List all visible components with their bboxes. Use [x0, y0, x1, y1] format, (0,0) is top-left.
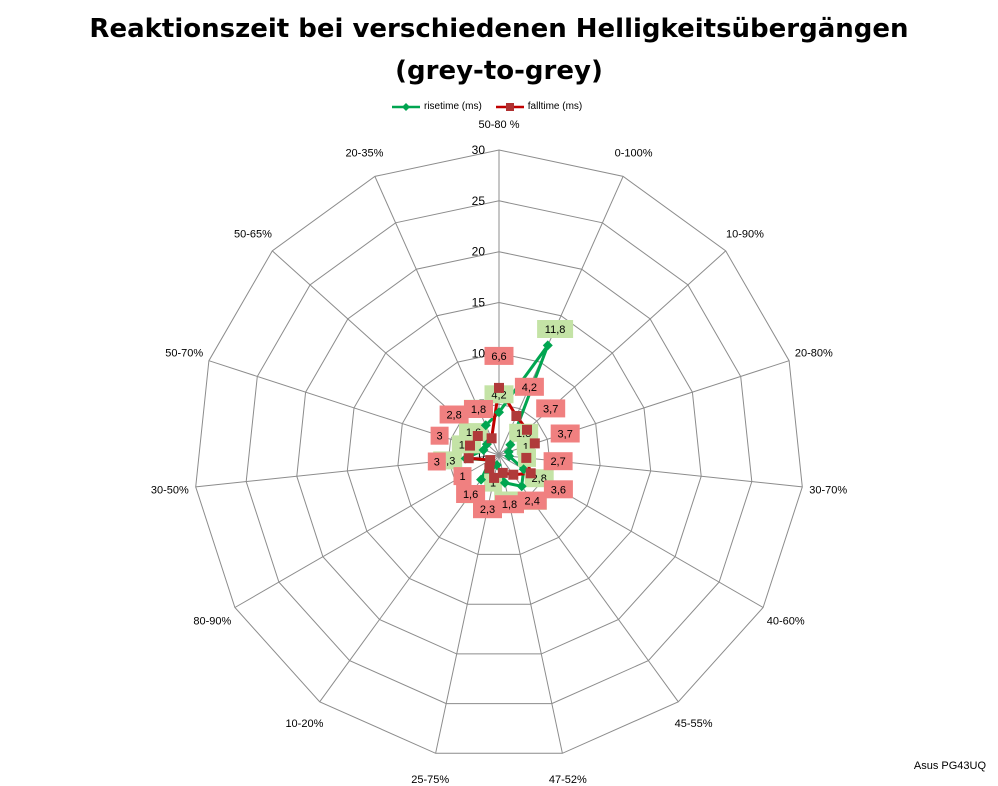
grid-ring-15 [346, 301, 652, 605]
data-label-bg-risetime-1 [537, 320, 574, 338]
data-label-bg-falltime-14 [464, 400, 493, 418]
data-label-falltime-8: 2,3 [480, 504, 495, 516]
data-label-falltime-14: 1,8 [471, 404, 486, 416]
category-label-14: 20-35% [345, 148, 383, 160]
spoke-2 [498, 250, 727, 456]
tick-label-10: 10 [472, 346, 486, 360]
grid-ring-25 [245, 200, 753, 705]
marker-falltime-12 [465, 440, 475, 451]
data-label-bg-falltime-9 [456, 485, 486, 503]
category-label-2: 10-90% [726, 229, 764, 241]
marker-falltime-7 [497, 467, 508, 478]
marker-risetime-1 [542, 340, 553, 351]
data-label-bg-risetime-0 [484, 385, 514, 404]
data-label-falltime-11: 3 [434, 457, 440, 469]
legend-swatch-falltime [495, 102, 524, 111]
marker-risetime-7 [499, 477, 510, 488]
marker-falltime-8 [489, 472, 500, 483]
data-label-falltime-0: 6,6 [491, 351, 506, 363]
category-label-12: 50-70% [165, 348, 203, 360]
spoke-12 [208, 360, 500, 456]
marker-falltime-10 [485, 455, 496, 466]
data-label-bg-falltime-10 [453, 467, 472, 486]
data-label-falltime-3: 3,7 [558, 429, 573, 441]
legend-swatch-risetime [392, 102, 420, 111]
marker-risetime-6 [516, 481, 527, 492]
data-label-falltime-1: 4,2 [522, 382, 537, 394]
grid-ring-20 [296, 251, 702, 655]
data-label-falltime-13: 2,8 [446, 410, 461, 422]
marker-falltime-13 [472, 431, 483, 441]
category-label-1: 0-100% [615, 148, 653, 160]
tick-label-0: 0 [478, 448, 485, 462]
data-label-bg-falltime-2 [536, 399, 566, 418]
marker-falltime-0 [494, 382, 504, 393]
data-label-bg-falltime-8 [473, 500, 502, 519]
data-label-falltime-7: 1,8 [502, 499, 517, 511]
marker-risetime-9 [476, 474, 487, 485]
marker-risetime-0 [494, 407, 504, 418]
legend-label-falltime: falltime (ms) [527, 101, 583, 112]
marker-falltime-11 [463, 453, 474, 464]
data-label-risetime-3: 1 [523, 441, 529, 453]
category-label-7: 47-52% [549, 774, 587, 786]
category-label-11: 30-50% [151, 485, 189, 497]
legend: risetime (ms) falltime (ms) [392, 101, 582, 112]
spoke-3 [498, 360, 790, 456]
data-label-falltime-5: 3,6 [551, 484, 566, 496]
category-label-10: 80-90% [193, 616, 231, 628]
marker-risetime-4 [504, 451, 515, 462]
data-label-bg-falltime-5 [543, 480, 573, 499]
marker-falltime-6 [508, 469, 519, 480]
data-label-bg-falltime-4 [543, 452, 573, 471]
tick-label-20: 20 [472, 245, 486, 259]
marker-risetime-2 [505, 439, 516, 450]
legend-label-risetime: risetime (ms) [424, 101, 482, 112]
data-label-risetime-1: 11,8 [545, 324, 566, 336]
grid-ring-30 [195, 149, 803, 754]
marker-falltime-5 [525, 468, 536, 479]
data-label-bg-falltime-12 [430, 426, 449, 445]
legend-item-falltime: falltime (ms) [495, 101, 583, 112]
data-label-bg-falltime-0 [484, 346, 514, 365]
category-label-13: 50-65% [234, 229, 272, 241]
data-label-bg-falltime-1 [514, 377, 544, 396]
spoke-1 [498, 176, 624, 456]
chart-subtitle: (grey-to-grey) [395, 56, 603, 86]
chart-title: Reaktionszeit bei verschiedenen Helligke… [89, 14, 909, 44]
data-label-falltime-4: 2,7 [550, 456, 565, 468]
marker-falltime-9 [484, 463, 495, 474]
data-label-bg-falltime-7 [495, 495, 524, 514]
category-label-0: 50-80 % [479, 119, 520, 131]
category-label-3: 20-80% [795, 348, 833, 360]
category-label-4: 30-70% [809, 485, 847, 497]
grid-ring-10 [397, 352, 601, 555]
legend-item-risetime: risetime (ms) [392, 101, 482, 112]
data-label-falltime-2: 3,7 [543, 403, 558, 415]
marker-falltime-3 [529, 438, 540, 449]
category-label-6: 45-55% [675, 718, 713, 730]
category-label-8: 25-75% [411, 774, 449, 786]
marker-falltime-14 [486, 433, 497, 444]
tick-label-30: 30 [472, 143, 486, 157]
data-label-falltime-12: 3 [437, 431, 443, 443]
marker-falltime-2 [522, 424, 532, 435]
category-label-5: 40-60% [767, 616, 805, 628]
monitor-model: Asus PG43UQ [913, 760, 986, 772]
data-label-bg-falltime-3 [550, 424, 580, 443]
category-label-9: 10-20% [285, 718, 323, 730]
data-label-falltime-10: 1 [459, 471, 465, 483]
marker-falltime-1 [511, 411, 522, 421]
data-label-falltime-9: 1,6 [463, 489, 478, 501]
marker-risetime-14 [480, 420, 491, 431]
tick-label-15: 15 [472, 296, 486, 310]
data-label-risetime-8: 1 [490, 478, 496, 490]
data-label-bg-falltime-11 [427, 452, 446, 471]
data-label-bg-falltime-6 [517, 491, 547, 510]
marker-falltime-4 [521, 452, 532, 463]
data-label-bg-falltime-13 [439, 405, 469, 424]
tick-label-25: 25 [472, 194, 486, 208]
data-label-falltime-6: 2,4 [525, 496, 540, 508]
